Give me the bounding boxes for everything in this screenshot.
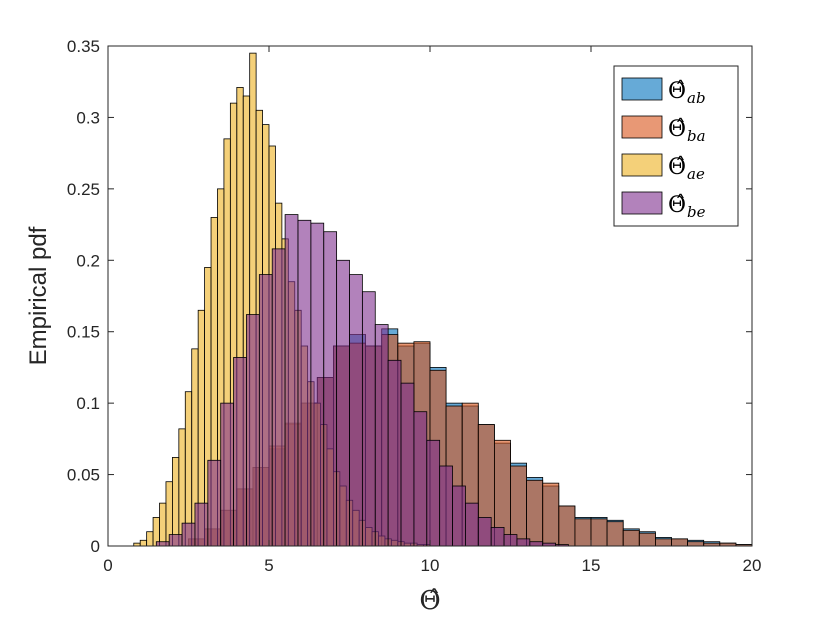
x-tick-label: 20 [743, 556, 762, 575]
histogram-bar-be [323, 231, 338, 547]
histogram-bar-ba [671, 538, 689, 547]
histogram-bar-ba [590, 518, 608, 547]
y-tick-label: 0.05 [67, 466, 100, 485]
histogram-bar-be [194, 502, 209, 547]
x-tick-label: 5 [264, 556, 273, 575]
histogram-bar-ba [687, 541, 705, 547]
histogram-bar-ba [542, 482, 560, 547]
histogram-bar-be [258, 274, 273, 547]
histogram-bar-ba [622, 529, 640, 547]
series-be [155, 214, 569, 547]
legend-swatch-ab [621, 77, 663, 101]
legend: Θ̂abΘ̂baΘ̂aeΘ̂be [613, 65, 739, 227]
histogram-bar-be [220, 402, 234, 547]
histogram-bar-be [155, 541, 170, 547]
x-tick-label: 0 [103, 556, 112, 575]
histogram-bar-ba [558, 505, 576, 547]
y-tick-label: 0.15 [67, 323, 100, 342]
histogram-bar-ae [159, 502, 167, 547]
histogram-bar-be [465, 502, 479, 547]
histogram-bar-be [413, 411, 428, 547]
x-axis-label: Θ̂ [419, 586, 440, 616]
histogram-bar-be [452, 485, 466, 547]
histogram-bar-be [207, 459, 222, 547]
histogram-bar-be [168, 534, 183, 547]
histogram-bar-ae [171, 457, 180, 547]
histogram-bar-be [503, 534, 518, 547]
y-axis-label: Empirical pdf [25, 226, 52, 365]
histogram-bar-be [400, 382, 415, 547]
histogram-bar-be [271, 248, 286, 547]
histogram-bar-be [374, 324, 389, 547]
histogram-bar-be [297, 219, 312, 547]
x-tick-label: 15 [582, 556, 601, 575]
histogram-bar-be [246, 314, 260, 547]
histogram-bar-ba [526, 479, 544, 547]
x-tick-label: 10 [421, 556, 440, 575]
histogram-bar-be [181, 522, 196, 547]
histogram-bar-be [310, 222, 325, 547]
histogram-bar-be [387, 359, 402, 547]
axis-ticks: 0 5 10 15 20 0 0.05 0.1 0.15 0.2 0.25 0.3 0.35 [67, 37, 762, 575]
histogram-bar-be [233, 357, 247, 547]
histogram-bar-be [361, 291, 376, 547]
histogram-bar-be [439, 465, 453, 547]
y-tick-label: 0 [91, 537, 100, 556]
histogram-bar-be [477, 517, 492, 547]
histogram-bar-ba [510, 465, 528, 547]
legend-swatch-ba [621, 115, 663, 139]
legend-swatch-ae [621, 153, 663, 177]
y-tick-label: 0.35 [67, 37, 100, 56]
histogram-bar-be [284, 214, 299, 547]
y-tick-label: 0.1 [76, 394, 100, 413]
histogram-bar-ba [655, 538, 672, 547]
bars-layer [133, 52, 753, 547]
y-tick-label: 0.25 [67, 180, 100, 199]
y-tick-label: 0.3 [76, 108, 100, 127]
histogram-bar-ba [638, 532, 656, 547]
legend-swatch-be [621, 191, 663, 215]
histogram-bar-be [336, 259, 350, 547]
histogram-bar-ba [606, 521, 624, 547]
y-tick-label: 0.2 [76, 251, 100, 270]
histogram-bar-ae [139, 539, 148, 547]
histogram-bar-ae [146, 531, 154, 547]
histogram-bar-be [516, 538, 531, 547]
histogram-bar-be [426, 439, 441, 547]
histogram-bar-be [529, 541, 544, 547]
histogram-bar-be [490, 527, 505, 547]
histogram-bar-be [349, 274, 363, 547]
histogram-bar-ba [574, 518, 592, 547]
